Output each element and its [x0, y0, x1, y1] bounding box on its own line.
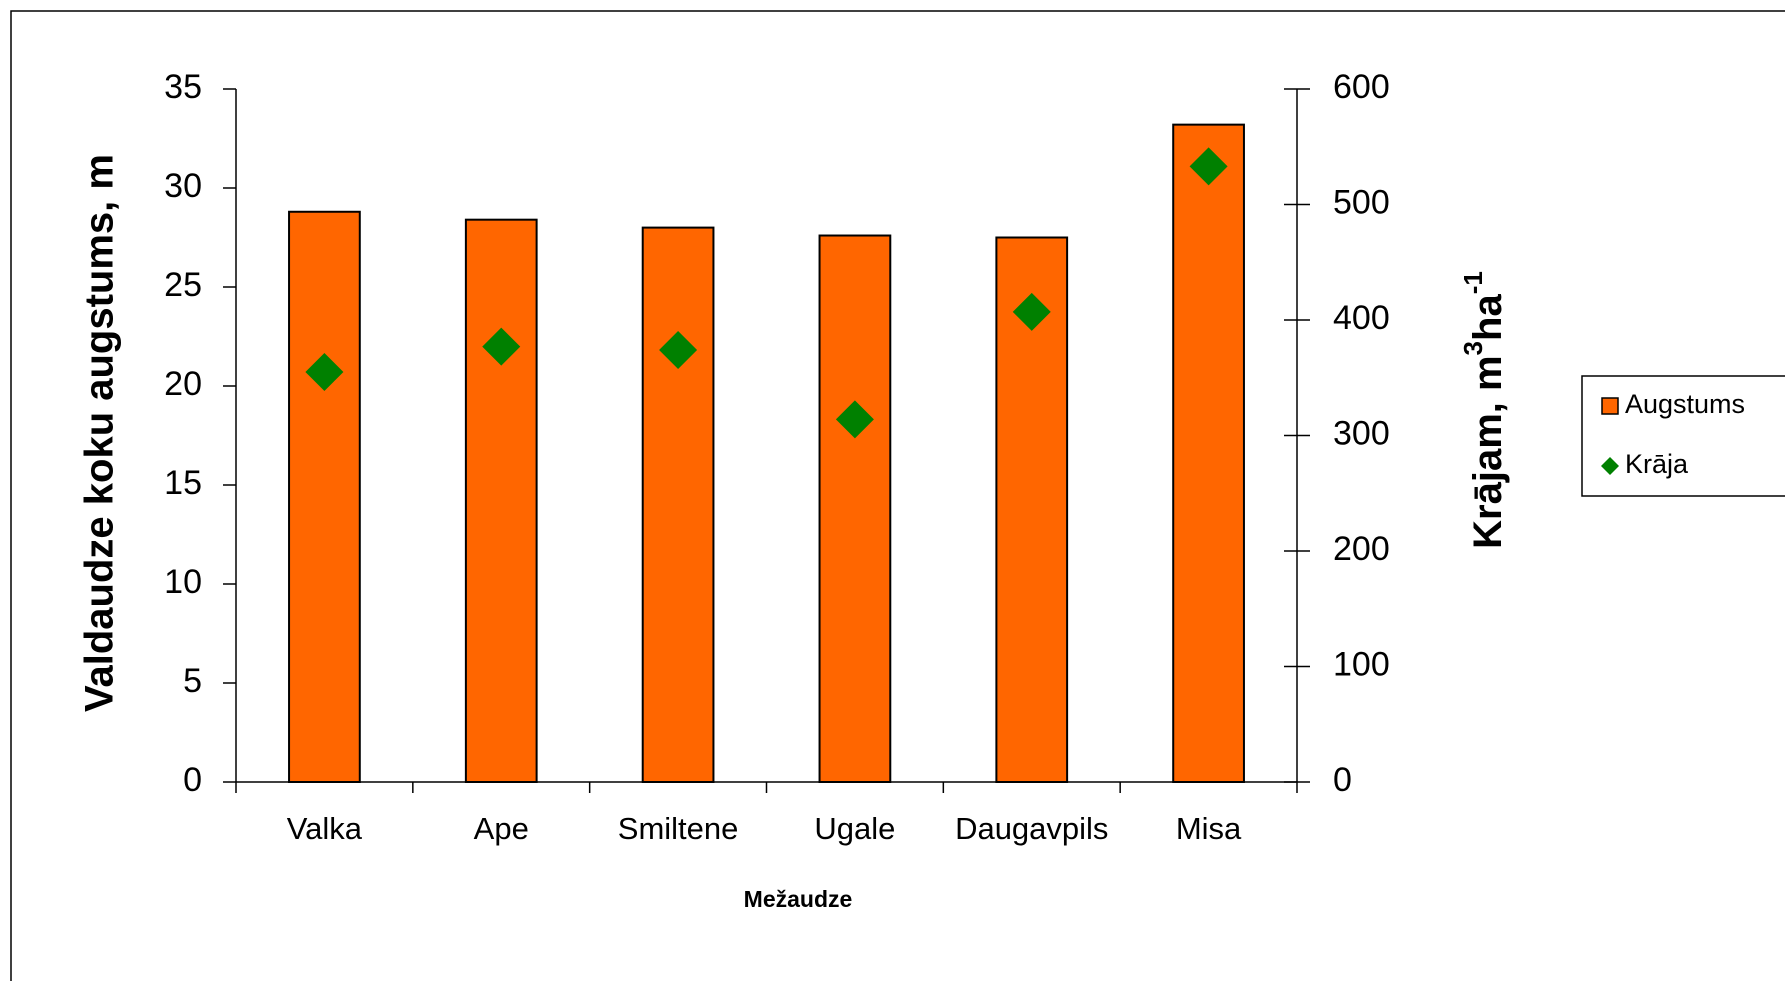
y2-title-sup: -1	[1458, 271, 1488, 294]
x-tick-label: Smiltene	[618, 811, 739, 846]
y-axis-title: Valdaudze koku augstums, m	[78, 154, 122, 712]
y-tick-label: 5	[183, 662, 202, 700]
legend-swatch	[1601, 397, 1619, 415]
legend-label: Krāja	[1625, 449, 1689, 479]
y-tick-label: 15	[164, 464, 202, 502]
bar	[1172, 123, 1245, 783]
x-tick-label: Misa	[1176, 811, 1242, 846]
x-tick-label: Ugale	[814, 811, 895, 846]
y2-tick-label: 400	[1333, 299, 1390, 337]
marker	[482, 327, 521, 366]
y2-tick-label: 200	[1333, 530, 1390, 568]
y2-tick-label: 100	[1333, 645, 1390, 683]
y2-tick-label: 0	[1333, 761, 1352, 799]
y2-axis-title: Krājam, m3ha-1	[1458, 271, 1510, 549]
marker	[1189, 147, 1228, 186]
y2-tick-label: 300	[1333, 414, 1390, 452]
y2-tick-label: 500	[1333, 183, 1390, 221]
bar	[288, 210, 361, 783]
x-axis-title: Mežaudze	[744, 886, 853, 912]
y-tick-label: 0	[183, 761, 202, 799]
y2-title-part: ha	[1466, 294, 1510, 341]
marker	[835, 400, 874, 439]
y-tick-label: 25	[164, 266, 202, 304]
bar	[641, 226, 715, 784]
marker	[659, 331, 698, 370]
marker	[1012, 292, 1051, 331]
y-tick-label: 30	[164, 167, 202, 205]
y-tick-label: 10	[164, 563, 202, 601]
y-tick-label: 35	[164, 68, 202, 106]
y-tick-label: 20	[164, 365, 202, 403]
bar	[464, 218, 538, 783]
y2-title-part: Krājam, m	[1466, 355, 1510, 548]
marker	[305, 352, 344, 391]
legend-swatch	[1601, 457, 1619, 475]
y2-title-sup: 3	[1458, 341, 1488, 355]
legend-label: Augstums	[1625, 389, 1745, 419]
chart-border	[10, 10, 1785, 981]
x-tick-label: Ape	[474, 811, 529, 846]
y2-tick-label: 600	[1333, 68, 1390, 106]
legend-box	[1581, 375, 1785, 497]
x-tick-label: Daugavpils	[955, 811, 1108, 846]
x-tick-label: Valka	[287, 811, 363, 846]
bar	[818, 234, 892, 783]
